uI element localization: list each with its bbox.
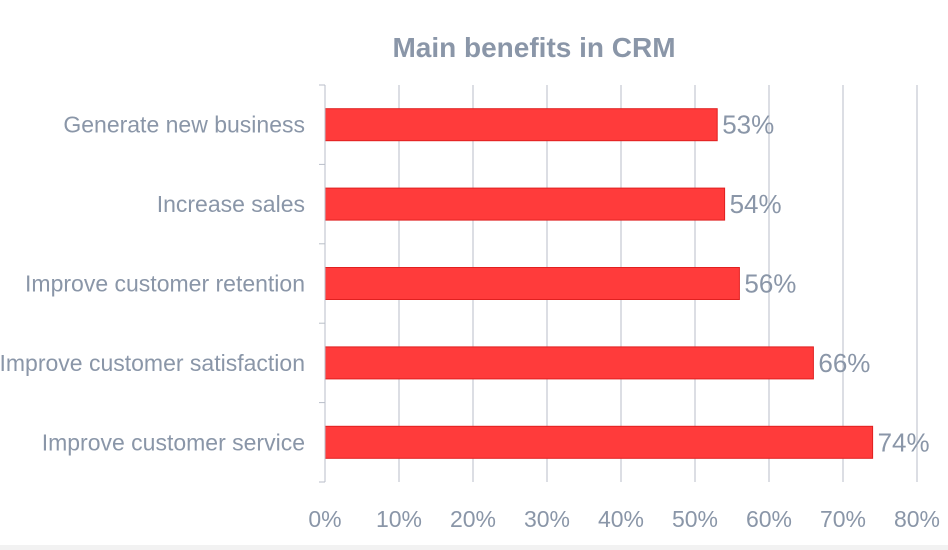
x-tick-label: 20% (450, 506, 496, 532)
data-label: 74% (878, 427, 930, 457)
data-label: 56% (744, 269, 796, 299)
bar (324, 187, 726, 221)
category-label: Improve customer retention (25, 271, 305, 297)
bar (324, 425, 874, 459)
data-label: 54% (730, 189, 782, 219)
x-tick-label: 10% (376, 506, 422, 532)
x-tick-label: 30% (524, 506, 570, 532)
x-tick-label: 40% (598, 506, 644, 532)
x-tick-label: 70% (820, 506, 866, 532)
bar (324, 346, 814, 380)
category-label: Improve customer satisfaction (0, 350, 305, 376)
axes (319, 84, 326, 483)
x-tick-label: 80% (894, 506, 940, 532)
data-label: 66% (818, 348, 870, 378)
x-tick-label: 50% (672, 506, 718, 532)
labels: 0% 10% 20% 30% 40% 50% 60% 70% 80% Generate new b… (0, 110, 940, 532)
x-tick-label: 60% (746, 506, 792, 532)
category-label: Generate new business (63, 112, 305, 138)
bar (324, 267, 740, 300)
bars (324, 108, 874, 459)
data-label: 53% (722, 110, 774, 140)
bottom-strip (0, 545, 948, 550)
category-label: Increase sales (157, 191, 305, 217)
category-label: Improve customer service (42, 429, 305, 455)
x-tick-label: 0% (308, 506, 341, 532)
bar (324, 108, 718, 142)
chart-title: Main benefits in CRM (392, 32, 675, 63)
